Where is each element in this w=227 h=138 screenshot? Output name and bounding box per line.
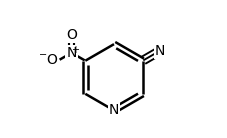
Text: O: O <box>66 28 77 42</box>
Text: +: + <box>70 45 78 55</box>
Text: N: N <box>108 103 119 117</box>
Text: N: N <box>154 44 165 58</box>
Text: N: N <box>66 46 76 60</box>
Text: $\mathregular{^{-}}$O: $\mathregular{^{-}}$O <box>37 53 58 67</box>
